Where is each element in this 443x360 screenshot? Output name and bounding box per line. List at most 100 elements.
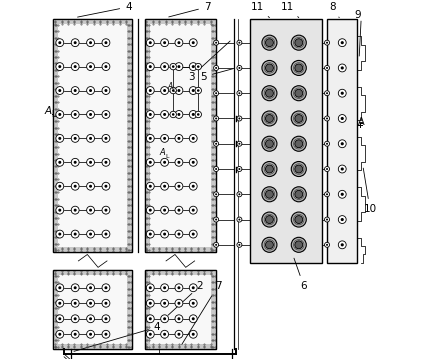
Bar xyxy=(53,19,58,252)
Circle shape xyxy=(338,190,346,198)
Circle shape xyxy=(56,284,64,292)
Circle shape xyxy=(89,233,92,235)
Circle shape xyxy=(56,299,64,307)
Circle shape xyxy=(214,141,219,146)
Circle shape xyxy=(102,87,110,94)
Circle shape xyxy=(74,89,77,92)
Circle shape xyxy=(87,158,94,166)
Circle shape xyxy=(161,63,168,71)
Circle shape xyxy=(291,237,306,252)
Circle shape xyxy=(161,330,168,338)
Circle shape xyxy=(74,161,77,164)
Circle shape xyxy=(291,212,306,227)
Circle shape xyxy=(71,63,79,71)
Circle shape xyxy=(338,216,346,224)
Circle shape xyxy=(89,209,92,212)
Circle shape xyxy=(237,217,242,222)
Circle shape xyxy=(105,65,108,68)
Circle shape xyxy=(192,333,195,336)
Circle shape xyxy=(178,317,180,320)
Circle shape xyxy=(238,117,241,120)
Circle shape xyxy=(105,89,108,92)
Circle shape xyxy=(161,230,168,238)
Text: L: L xyxy=(165,154,169,159)
Circle shape xyxy=(89,137,92,140)
Circle shape xyxy=(105,185,108,188)
Circle shape xyxy=(178,233,180,235)
Circle shape xyxy=(295,39,303,46)
Circle shape xyxy=(262,86,277,101)
Circle shape xyxy=(338,64,346,72)
Circle shape xyxy=(295,89,303,97)
Circle shape xyxy=(58,137,61,140)
Circle shape xyxy=(58,161,61,164)
Circle shape xyxy=(215,92,217,94)
Circle shape xyxy=(74,65,77,68)
Circle shape xyxy=(341,117,344,120)
Circle shape xyxy=(291,111,306,126)
Circle shape xyxy=(89,113,92,116)
Circle shape xyxy=(341,142,344,145)
Circle shape xyxy=(326,143,328,145)
Circle shape xyxy=(105,161,108,164)
Circle shape xyxy=(71,330,79,338)
Circle shape xyxy=(105,333,108,336)
Circle shape xyxy=(163,317,166,320)
Circle shape xyxy=(102,330,110,338)
Circle shape xyxy=(341,218,344,221)
Circle shape xyxy=(102,284,110,292)
Circle shape xyxy=(195,87,202,94)
Bar xyxy=(250,19,322,263)
Circle shape xyxy=(265,190,273,198)
Circle shape xyxy=(146,182,154,190)
Circle shape xyxy=(215,244,217,246)
Circle shape xyxy=(262,187,277,202)
Circle shape xyxy=(192,286,195,289)
Circle shape xyxy=(326,92,328,94)
Circle shape xyxy=(214,91,219,96)
Circle shape xyxy=(87,134,94,142)
Circle shape xyxy=(325,242,330,247)
Circle shape xyxy=(178,185,180,188)
Circle shape xyxy=(170,111,176,118)
Circle shape xyxy=(89,161,92,164)
Circle shape xyxy=(262,60,277,76)
Bar xyxy=(144,19,216,24)
Circle shape xyxy=(149,65,152,68)
Circle shape xyxy=(146,230,154,238)
Circle shape xyxy=(89,333,92,336)
Circle shape xyxy=(291,187,306,202)
Circle shape xyxy=(175,39,183,46)
Circle shape xyxy=(161,299,168,307)
Circle shape xyxy=(189,206,197,214)
Circle shape xyxy=(175,230,183,238)
Circle shape xyxy=(71,299,79,307)
Circle shape xyxy=(87,111,94,118)
Circle shape xyxy=(87,284,94,292)
Circle shape xyxy=(189,299,197,307)
Circle shape xyxy=(175,284,183,292)
Circle shape xyxy=(149,302,152,305)
Circle shape xyxy=(149,317,152,320)
Bar xyxy=(144,19,150,252)
Circle shape xyxy=(295,241,303,249)
Circle shape xyxy=(215,193,217,195)
Circle shape xyxy=(265,140,273,148)
Circle shape xyxy=(163,209,166,212)
Circle shape xyxy=(163,333,166,336)
Circle shape xyxy=(149,41,152,44)
Circle shape xyxy=(175,87,183,94)
Circle shape xyxy=(192,137,195,140)
Circle shape xyxy=(238,42,241,44)
Circle shape xyxy=(58,286,61,289)
Circle shape xyxy=(175,299,183,307)
Circle shape xyxy=(161,315,168,323)
Circle shape xyxy=(87,39,94,46)
Circle shape xyxy=(237,66,242,71)
Circle shape xyxy=(149,333,152,336)
Circle shape xyxy=(149,89,152,92)
Circle shape xyxy=(163,233,166,235)
Circle shape xyxy=(178,286,180,289)
Circle shape xyxy=(238,92,241,94)
Circle shape xyxy=(237,116,242,121)
